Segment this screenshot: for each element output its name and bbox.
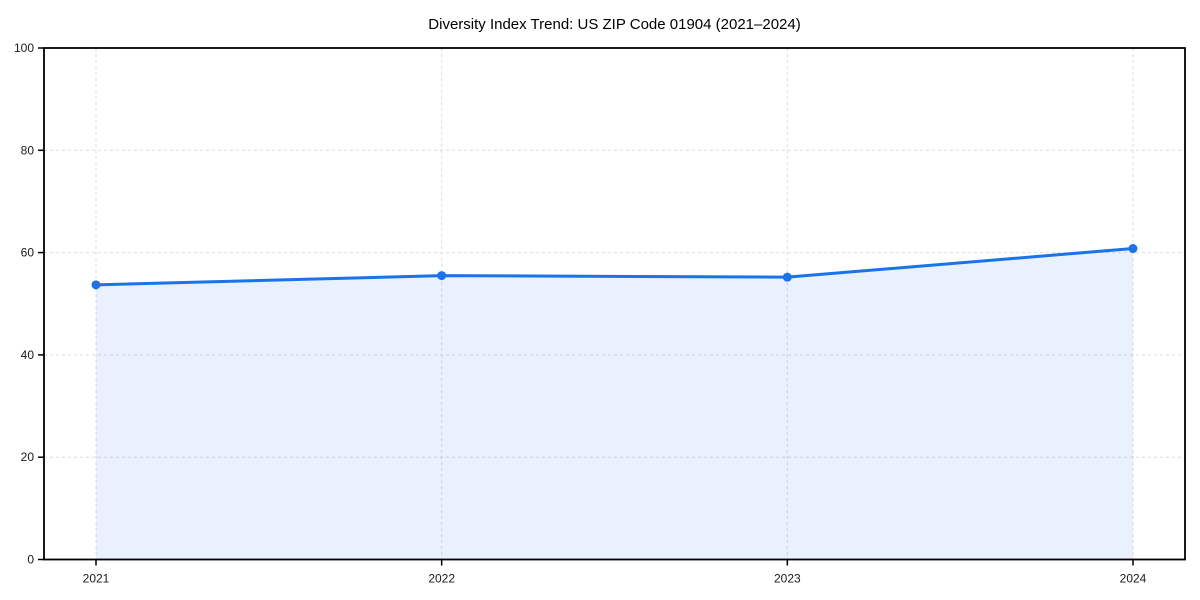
area-group xyxy=(96,248,1133,560)
data-point-marker xyxy=(1128,244,1138,254)
y-axis-tick-label: 100 xyxy=(14,41,34,55)
data-point-marker xyxy=(437,271,447,281)
plot-border xyxy=(43,47,1186,561)
y-axis-tick-label: 40 xyxy=(21,348,35,362)
x-axis-tick-label: 2023 xyxy=(774,572,801,586)
data-point-marker xyxy=(782,272,792,282)
axes-group xyxy=(38,47,1186,566)
x-axis-tick-label: 2024 xyxy=(1120,572,1147,586)
x-axis-tick-label: 2022 xyxy=(428,572,455,586)
y-axis-tick-label: 60 xyxy=(21,246,35,260)
chart-title: Diversity Index Trend: US ZIP Code 01904… xyxy=(428,16,800,33)
y-axis-tick-label: 0 xyxy=(27,553,34,567)
data-point-marker xyxy=(91,280,101,290)
y-axis-tick-label: 80 xyxy=(21,143,35,157)
x-axis-tick-label: 2021 xyxy=(83,572,110,586)
tick-label-group: 0 20 40 60 80 100 2021 2022 2023 2024 xyxy=(14,41,1147,586)
area-fill xyxy=(96,248,1133,560)
line-group xyxy=(94,247,1135,287)
marker-group xyxy=(91,244,1138,290)
trend-line xyxy=(94,247,1135,287)
y-axis-tick-label: 20 xyxy=(21,450,35,464)
